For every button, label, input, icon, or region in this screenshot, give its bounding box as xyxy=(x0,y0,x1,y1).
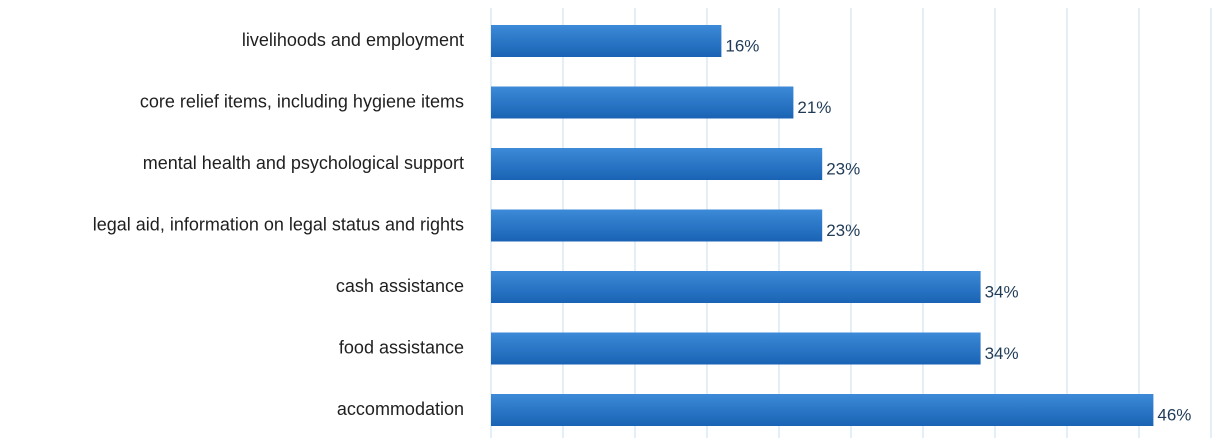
bars xyxy=(491,25,1154,426)
value-labels: 16% 21% 23% 23% 34% 34% 46% xyxy=(725,36,1191,424)
bar xyxy=(491,209,823,242)
bar xyxy=(491,148,823,180)
category-labels: livelihoods and employment core relief it… xyxy=(93,30,464,419)
category-label: food assistance xyxy=(339,337,464,357)
value-label: 23% xyxy=(826,159,860,178)
value-label: 16% xyxy=(725,36,759,55)
bar xyxy=(491,271,981,303)
value-label: 46% xyxy=(1157,405,1191,424)
value-label: 23% xyxy=(826,221,860,240)
bar xyxy=(491,394,1154,426)
category-label: accommodation xyxy=(337,399,464,419)
bar xyxy=(491,86,794,119)
value-label: 34% xyxy=(985,282,1019,301)
category-label: legal aid, information on legal status a… xyxy=(93,214,464,234)
category-label: mental health and psychological support xyxy=(143,153,464,173)
category-label: cash assistance xyxy=(336,276,464,296)
value-label: 21% xyxy=(797,98,831,117)
category-label: core relief items, including hygiene ite… xyxy=(140,91,464,111)
bar xyxy=(491,25,722,57)
bar xyxy=(491,332,981,365)
category-label: livelihoods and employment xyxy=(242,30,464,50)
value-label: 34% xyxy=(985,344,1019,363)
